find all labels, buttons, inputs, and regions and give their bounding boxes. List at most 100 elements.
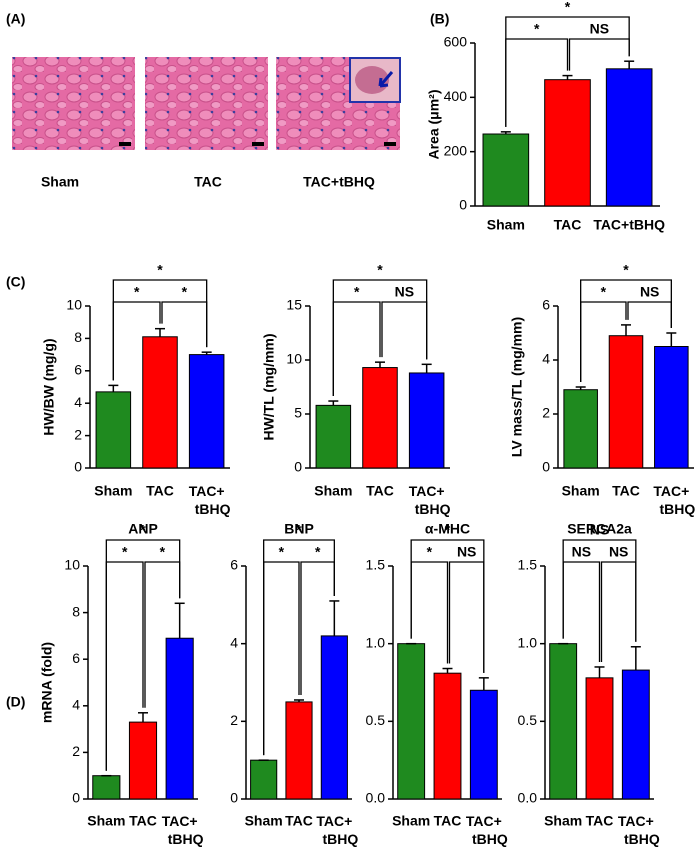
x-tick-label: TAC <box>554 217 582 233</box>
significance-label: * <box>279 544 285 560</box>
x-tick-label: TAC+tBHQ <box>618 813 660 847</box>
x-tick-label: TAC+tBHQ <box>653 483 695 517</box>
bar <box>549 643 578 800</box>
significance-bracket <box>600 561 637 662</box>
bar <box>408 372 445 469</box>
bar <box>608 335 644 469</box>
y-tick-label: 200 <box>444 142 468 158</box>
panel-label: (C) <box>6 274 25 290</box>
y-tick-label: 5 <box>294 405 302 421</box>
x-tick-label: TAC+tBHQ <box>409 483 451 517</box>
bar <box>563 389 598 469</box>
bar <box>315 404 352 469</box>
image-label: Sham <box>41 174 79 190</box>
y-tick-label: 2 <box>542 405 550 421</box>
significance-label: * <box>296 522 302 538</box>
histology-images <box>12 57 401 150</box>
significance-bracket <box>627 301 672 328</box>
significance-label: * <box>623 262 629 278</box>
x-tick-label: TAC+tBHQ <box>162 813 204 847</box>
bar <box>165 637 194 800</box>
y-tick-label: 4 <box>230 634 238 650</box>
y-tick-label: 2 <box>230 712 238 728</box>
y-tick-label: 1.0 <box>518 634 538 650</box>
y-tick-label: 0 <box>72 790 80 806</box>
x-tick-label: Sham <box>392 813 430 829</box>
bar <box>128 721 158 800</box>
bar <box>482 133 530 207</box>
chart-title: α-MHC <box>425 521 470 537</box>
y-tick-label: 0.0 <box>518 790 538 806</box>
significance-label: NS <box>609 544 628 560</box>
significance-label: * <box>565 0 571 15</box>
significance-label: * <box>601 284 607 300</box>
significance-label: * <box>354 284 360 300</box>
y-tick-label: 1.5 <box>366 557 386 573</box>
significance-bracket <box>381 301 428 360</box>
bar <box>544 79 591 207</box>
x-tick-label: Sham <box>314 483 352 499</box>
y-tick-label: 0.5 <box>366 712 386 728</box>
bar <box>621 669 650 800</box>
panel-label: (B) <box>430 11 449 27</box>
significance-label: * <box>140 522 146 538</box>
significance-bracket <box>505 16 630 127</box>
significance-label: NS <box>590 21 609 37</box>
bar <box>188 354 225 469</box>
x-tick-label: Sham <box>94 483 132 499</box>
y-tick-label: 10 <box>286 351 302 367</box>
y-tick-label: 6 <box>72 650 80 666</box>
significance-label: * <box>315 544 321 560</box>
y-tick-label: 0 <box>542 459 550 475</box>
y-axis-label: mRNA (fold) <box>39 642 55 723</box>
y-tick-label: 15 <box>286 297 302 313</box>
significance-bracket <box>562 539 637 642</box>
y-axis-label: Area (μm²) <box>426 89 442 159</box>
y-tick-label: 6 <box>230 557 238 573</box>
significance-label: * <box>534 21 540 37</box>
y-axis-label: HW/TL (mg/mm) <box>261 333 277 440</box>
y-tick-label: 8 <box>74 329 82 345</box>
scale-bar <box>252 142 264 146</box>
y-tick-label: 10 <box>66 297 82 313</box>
x-tick-label: TAC+tBHQ <box>466 813 508 847</box>
x-tick-label: TAC <box>366 483 394 499</box>
significance-bracket <box>580 279 672 382</box>
bar <box>654 346 689 469</box>
x-tick-label: TAC+tBHQ <box>316 813 358 847</box>
histology-image <box>145 57 268 150</box>
significance-label: * <box>182 284 188 300</box>
significance-label: * <box>122 544 128 560</box>
image-label: TAC+tBHQ <box>303 174 375 190</box>
significance-bracket <box>105 539 181 771</box>
bar <box>92 775 121 800</box>
significance-label: * <box>427 544 433 560</box>
scale-bar <box>119 142 131 146</box>
significance-bracket <box>568 38 630 71</box>
y-tick-label: 0 <box>230 790 238 806</box>
significance-label: NS <box>640 284 659 300</box>
y-tick-label: 6 <box>74 362 82 378</box>
y-axis-label: LV mass/TL (mg/mm) <box>509 317 525 457</box>
significance-label: NS <box>395 284 414 300</box>
x-tick-label: TAC <box>146 483 174 499</box>
y-tick-label: 6 <box>542 297 550 313</box>
y-tick-label: 4 <box>542 351 550 367</box>
y-tick-label: 0 <box>294 459 302 475</box>
y-tick-label: 2 <box>74 426 82 442</box>
chart-title: ANP <box>128 521 158 537</box>
y-tick-label: 400 <box>444 88 468 104</box>
y-tick-label: 10 <box>64 557 80 573</box>
histology-image <box>12 57 135 150</box>
y-tick-label: 0.5 <box>518 712 538 728</box>
x-tick-label: Sham <box>87 813 125 829</box>
bar <box>469 689 498 800</box>
chart-title: BNP <box>284 521 314 537</box>
significance-bracket <box>410 539 485 673</box>
y-tick-label: 0 <box>459 197 467 213</box>
y-tick-label: 600 <box>444 34 468 50</box>
y-tick-label: 1.5 <box>518 557 538 573</box>
significance-label: * <box>377 262 383 278</box>
bar <box>95 391 132 469</box>
